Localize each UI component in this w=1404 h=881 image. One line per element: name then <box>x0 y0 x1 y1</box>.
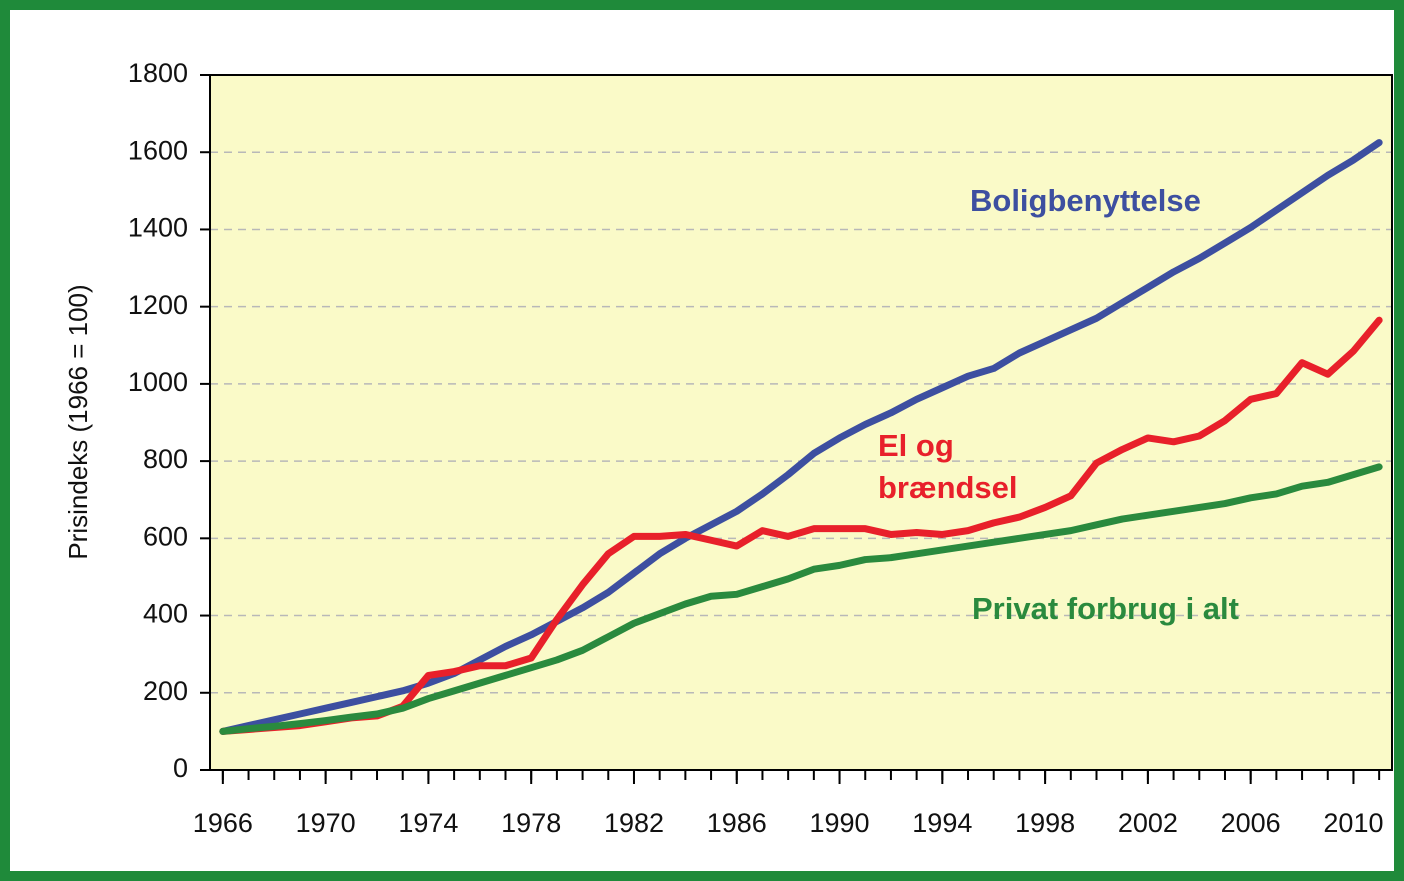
x-tick-label: 1966 <box>193 808 253 838</box>
x-tick-label: 1974 <box>398 808 458 838</box>
x-tick-label: 1978 <box>501 808 561 838</box>
y-axis-label: Prisindeks (1966 = 100) <box>63 284 93 559</box>
series-label: Boligbenyttelse <box>970 183 1201 218</box>
x-tick-label: 2002 <box>1118 808 1178 838</box>
x-tick-label: 1982 <box>604 808 664 838</box>
y-tick-label: 1800 <box>128 58 188 88</box>
y-tick-label: 400 <box>143 599 188 629</box>
series-label: Privat forbrug i alt <box>972 591 1239 626</box>
plot-area <box>210 75 1392 770</box>
y-tick-label: 600 <box>143 521 188 551</box>
x-tick-label: 2006 <box>1221 808 1281 838</box>
y-tick-label: 0 <box>173 753 188 783</box>
y-tick-label: 800 <box>143 444 188 474</box>
x-tick-label: 1986 <box>707 808 767 838</box>
plot-border <box>209 74 1393 771</box>
series-line <box>219 463 1383 735</box>
y-tick-label: 1600 <box>128 135 188 165</box>
series-label-box: Boligbenyttelse <box>970 183 1201 218</box>
y-tick-label: 1000 <box>128 367 188 397</box>
x-tick-label: 1990 <box>810 808 870 838</box>
series-label: El og brændsel <box>878 428 1018 505</box>
x-tick-label: 1998 <box>1015 808 1075 838</box>
x-tick-label: 1994 <box>912 808 972 838</box>
series-label-box: El og brændsel <box>878 428 1018 505</box>
x-tick-label: 2010 <box>1323 808 1383 838</box>
series-label-box: Privat forbrug i alt <box>972 591 1239 626</box>
y-tick-label: 1400 <box>128 213 188 243</box>
series-line <box>219 316 1383 735</box>
x-tick-label: 1970 <box>296 808 356 838</box>
y-tick-label: 1200 <box>128 290 188 320</box>
y-tick-label: 200 <box>143 676 188 706</box>
layer: 0 200 400 600 800 1000 1200 1400 1600 1800 1966 197… <box>128 58 1393 838</box>
